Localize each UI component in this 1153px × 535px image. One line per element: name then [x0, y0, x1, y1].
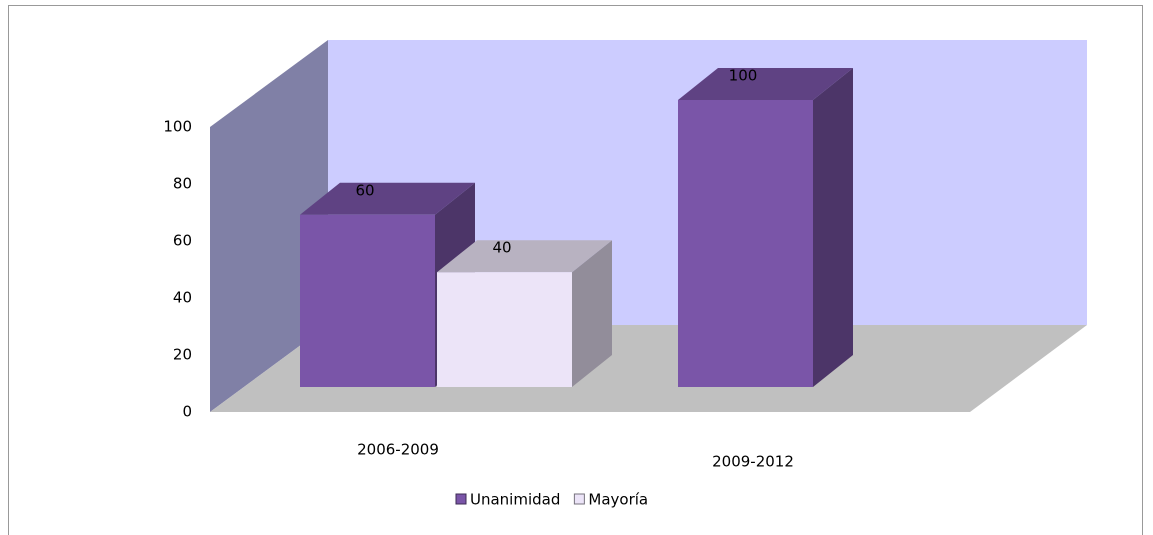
bar-side	[572, 240, 612, 387]
y-tick-label: 100	[163, 118, 192, 136]
legend-label: Unanimidad	[470, 491, 560, 509]
bar-side	[813, 68, 853, 387]
x-tick-label: 2009-2012	[712, 453, 794, 471]
bar-top	[300, 182, 475, 215]
y-tick-label: 80	[173, 175, 192, 193]
y-tick-label: 60	[173, 232, 192, 250]
bar	[678, 100, 813, 387]
y-tick-label: 0	[182, 403, 192, 421]
legend-swatch	[455, 493, 467, 505]
data-label: 60	[355, 181, 374, 199]
y-tick-label: 20	[173, 346, 192, 364]
legend-label: Mayoría	[588, 491, 648, 509]
data-label: 100	[729, 67, 758, 85]
bar	[437, 272, 572, 387]
bar	[300, 214, 435, 387]
y-tick-label: 40	[173, 289, 192, 307]
x-tick-label: 2006-2009	[357, 441, 439, 459]
legend-swatch	[573, 493, 585, 505]
side-wall	[210, 40, 328, 412]
bar-top	[678, 68, 853, 100]
data-label: 40	[492, 239, 511, 257]
bar-top	[437, 240, 612, 273]
